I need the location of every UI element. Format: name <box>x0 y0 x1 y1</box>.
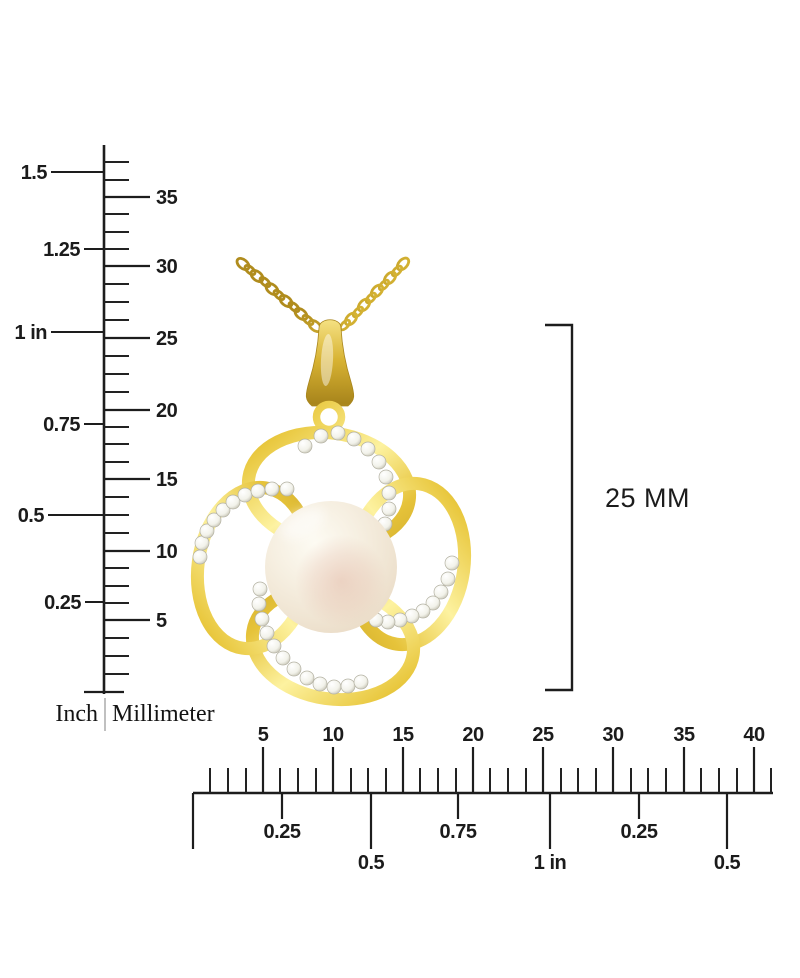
ruler-mm-label: 10 <box>156 541 178 563</box>
vruler-inch-labels: 1.5 1.25 1 in 0.75 0.5 0.25 <box>15 162 82 614</box>
ruler-inch-label: 0.25 <box>44 592 81 614</box>
vruler-mm-minor-ticks <box>84 161 129 694</box>
pearl-highlight <box>280 506 326 540</box>
mm-unit-label: Millimeter <box>112 701 215 727</box>
pave-arc-bottom <box>251 581 369 695</box>
chain-left <box>235 256 323 334</box>
bracket-line <box>545 323 574 692</box>
hruler-inch-labels: 0.25 0.75 0.25 0.5 1 in 0.5 <box>264 821 741 874</box>
hruler-mm-labels: 5 10 15 20 25 30 35 40 <box>258 724 766 746</box>
ruler-mm-label: 20 <box>462 724 484 746</box>
ruler-inch-label: 0.5 <box>714 852 741 874</box>
pave-diamonds <box>192 425 460 695</box>
ruler-mm-label: 15 <box>392 724 414 746</box>
ruler-mm-label: 30 <box>156 256 178 278</box>
ruler-mm-label: 35 <box>673 724 695 746</box>
ruler-mm-label: 30 <box>602 724 624 746</box>
inch-unit-label: Inch <box>55 701 98 727</box>
chain-right <box>338 256 411 332</box>
ruler-inch-label: 0.25 <box>621 821 658 843</box>
horizontal-ruler: 5 10 15 20 25 30 35 40 0.25 0.75 0.25 0.… <box>191 724 773 874</box>
pave-arc-top <box>297 425 397 532</box>
ruler-mm-label: 5 <box>258 724 269 746</box>
ruler-mm-label: 40 <box>743 724 765 746</box>
dimension-label: 25 MM <box>605 483 690 513</box>
ruler-mm-label: 10 <box>322 724 344 746</box>
ruler-inch-label: 1 in <box>15 322 47 344</box>
ruler-mm-label: 20 <box>156 400 178 422</box>
ruler-mm-label: 25 <box>156 328 178 350</box>
necklace-photo <box>187 256 474 710</box>
pave-arc-right <box>368 555 460 630</box>
hruler-mm-major-ticks <box>261 747 756 793</box>
ruler-mm-label: 5 <box>156 610 167 632</box>
vruler-inch-leaders <box>48 171 104 603</box>
bail <box>305 319 355 407</box>
ruler-inch-label: 0.5 <box>18 505 45 527</box>
ruler-inch-label: 1.5 <box>21 162 48 184</box>
ruler-inch-label: 0.75 <box>440 821 477 843</box>
vertical-ruler: 1.5 1.25 1 in 0.75 0.5 0.25 35 30 25 20 … <box>15 145 215 731</box>
bail-highlight <box>320 334 334 386</box>
hruler-inch-ticks <box>280 793 729 849</box>
ruler-inch-label: 0.25 <box>264 821 301 843</box>
ruler-inch-label: 0.75 <box>43 414 80 436</box>
ruler-inch-label: 1 in <box>534 852 566 874</box>
pearl-pink-sheen <box>295 535 387 627</box>
vruler-mm-major-ticks <box>104 195 150 622</box>
dimension-bracket: 25 MM <box>545 323 690 692</box>
ruler-mm-label: 25 <box>532 724 554 746</box>
ruler-inch-label: 0.5 <box>358 852 385 874</box>
vruler-unit-labels: Inch Millimeter <box>55 698 215 731</box>
vruler-mm-labels: 35 30 25 20 15 10 5 <box>156 187 178 632</box>
ruler-mm-label: 35 <box>156 187 178 209</box>
ruler-mm-label: 15 <box>156 469 178 491</box>
ruler-inch-label: 1.25 <box>43 239 80 261</box>
hruler-mm-minor-ticks <box>209 768 772 793</box>
pave-arc-left <box>192 481 295 565</box>
